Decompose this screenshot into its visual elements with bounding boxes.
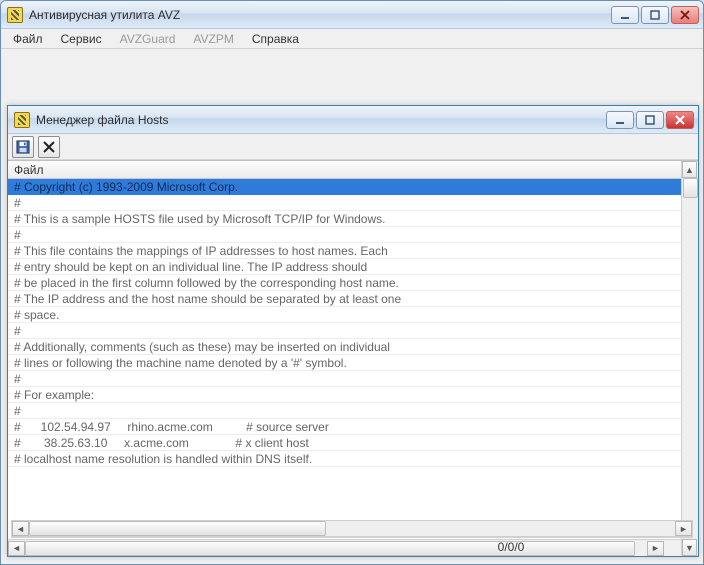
hosts-row[interactable]: #: [8, 227, 681, 243]
maximize-button[interactable]: [641, 6, 669, 24]
menu-item-сервис[interactable]: Сервис: [53, 30, 110, 48]
main-titlebar[interactable]: Антивирусная утилита AVZ: [1, 1, 703, 29]
maximize-icon: [650, 10, 660, 20]
hosts-row[interactable]: # Copyright (c) 1993-2009 Microsoft Corp…: [8, 179, 681, 195]
child-maximize-button[interactable]: [636, 111, 664, 129]
hscroll-track[interactable]: [29, 521, 675, 536]
child-app-icon: [14, 112, 30, 128]
main-statusbar: 0/0/0: [11, 537, 693, 555]
hosts-row[interactable]: # Additionally, comments (such as these)…: [8, 339, 681, 355]
hosts-row[interactable]: # lines or following the machine name de…: [8, 355, 681, 371]
column-header[interactable]: Файл: [8, 161, 681, 179]
hosts-row[interactable]: # The IP address and the host name shoul…: [8, 291, 681, 307]
status-counter: 0/0/0: [461, 540, 561, 554]
hosts-row[interactable]: # localhost name resolution is handled w…: [8, 451, 681, 467]
minimize-icon: [620, 10, 630, 20]
minimize-icon: [615, 115, 625, 125]
close-button[interactable]: [671, 6, 699, 24]
main-window-controls: [611, 6, 699, 24]
minimize-button[interactable]: [611, 6, 639, 24]
main-title: Антивирусная утилита AVZ: [29, 8, 611, 22]
hosts-list-body: Файл # Copyright (c) 1993-2009 Microsoft…: [8, 161, 681, 556]
close-icon: [675, 115, 685, 125]
scroll-left-button[interactable]: ◄: [12, 521, 29, 536]
main-window: Антивирусная утилита AVZ ФайлСервисAVZGu…: [0, 0, 704, 565]
hosts-list: Файл # Copyright (c) 1993-2009 Microsoft…: [8, 160, 698, 556]
hscroll-thumb[interactable]: [29, 521, 326, 536]
main-bottom-area: ◄ ► 0/0/0: [11, 520, 693, 556]
save-icon: [16, 140, 30, 154]
hosts-row[interactable]: # For example:: [8, 387, 681, 403]
hosts-row[interactable]: # This is a sample HOSTS file used by Mi…: [8, 211, 681, 227]
maximize-icon: [645, 115, 655, 125]
main-client-area: Менеджер файла Hosts: [1, 49, 703, 564]
delete-button[interactable]: [38, 136, 60, 158]
menu-item-справка[interactable]: Справка: [244, 30, 307, 48]
hosts-row[interactable]: # entry should be kept on an individual …: [8, 259, 681, 275]
child-window-controls: [606, 111, 694, 129]
save-button[interactable]: [12, 136, 34, 158]
menu-item-файл[interactable]: Файл: [5, 30, 51, 48]
vscroll-track[interactable]: [683, 178, 698, 539]
hosts-row[interactable]: # be placed in the first column followed…: [8, 275, 681, 291]
hosts-row[interactable]: # space.: [8, 307, 681, 323]
main-hscrollbar[interactable]: ◄ ►: [11, 520, 693, 537]
menu-item-avzpm: AVZPM: [185, 30, 241, 48]
close-icon: [680, 10, 690, 20]
hosts-row[interactable]: #: [8, 323, 681, 339]
main-menubar: ФайлСервисAVZGuardAVZPMСправка: [1, 29, 703, 49]
vscroll-thumb[interactable]: [683, 178, 698, 198]
hosts-manager-window: Менеджер файла Hosts: [7, 105, 699, 557]
child-minimize-button[interactable]: [606, 111, 634, 129]
hosts-row[interactable]: #: [8, 371, 681, 387]
app-icon: [7, 7, 23, 23]
menu-item-avzguard: AVZGuard: [112, 30, 184, 48]
hosts-rows[interactable]: # Copyright (c) 1993-2009 Microsoft Corp…: [8, 179, 681, 539]
hosts-row[interactable]: # 38.25.63.10 x.acme.com # x client host: [8, 435, 681, 451]
scroll-up-button[interactable]: ▲: [682, 161, 697, 178]
hosts-row[interactable]: # This file contains the mappings of IP …: [8, 243, 681, 259]
delete-icon: [42, 140, 56, 154]
hosts-row[interactable]: # 102.54.94.97 rhino.acme.com # source s…: [8, 419, 681, 435]
child-titlebar[interactable]: Менеджер файла Hosts: [8, 106, 698, 134]
child-close-button[interactable]: [666, 111, 694, 129]
child-toolbar: [8, 134, 698, 160]
scroll-right-button[interactable]: ►: [675, 521, 692, 536]
hosts-row[interactable]: #: [8, 403, 681, 419]
child-vscrollbar[interactable]: ▲ ▼: [681, 161, 698, 556]
child-title: Менеджер файла Hosts: [36, 113, 606, 127]
hosts-row[interactable]: #: [8, 195, 681, 211]
